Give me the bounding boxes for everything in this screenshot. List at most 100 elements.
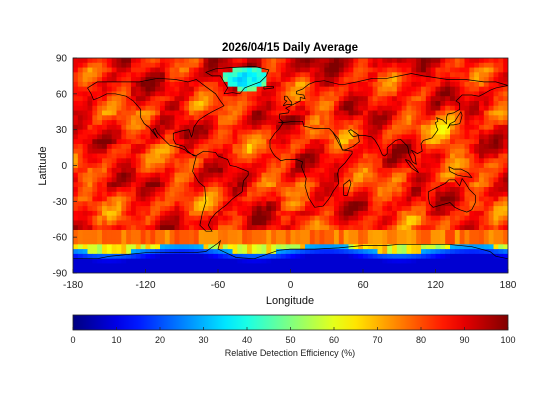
heatmap-cell <box>145 172 151 179</box>
heatmap-cell <box>131 225 137 231</box>
heatmap-cell <box>305 105 311 112</box>
heatmap-cell <box>174 148 180 155</box>
heatmap-cell <box>160 172 166 179</box>
heatmap-cell <box>464 249 470 255</box>
heatmap-cell <box>184 206 190 212</box>
heatmap-cell <box>198 148 205 155</box>
heatmap-cell <box>208 58 214 64</box>
heatmap-cell <box>469 72 475 78</box>
heatmap-cell <box>358 258 364 265</box>
heatmap-cell <box>459 230 466 236</box>
heatmap-cell <box>237 187 243 193</box>
heatmap-cell <box>213 177 219 183</box>
heatmap-cell <box>164 230 171 236</box>
heatmap-cell <box>116 110 122 116</box>
heatmap-cell <box>280 215 287 222</box>
heatmap-cell <box>377 62 383 69</box>
heatmap-cell <box>218 134 224 140</box>
heatmap-cell <box>406 105 412 112</box>
heatmap-cell <box>329 230 335 236</box>
heatmap-cell <box>300 163 306 169</box>
heatmap-cell <box>126 210 132 217</box>
heatmap-cell <box>425 187 432 193</box>
heatmap-cell <box>377 67 383 73</box>
heatmap-cell <box>406 268 412 273</box>
heatmap-cell <box>87 215 93 222</box>
heatmap-cell <box>237 210 243 217</box>
heatmap-cell <box>155 115 161 121</box>
heatmap-cell <box>435 210 441 217</box>
heatmap-cell <box>222 115 229 121</box>
heatmap-cell <box>256 110 263 116</box>
heatmap-cell <box>392 139 398 145</box>
heatmap-cell <box>435 230 441 236</box>
heatmap-cell <box>116 158 122 164</box>
heatmap-cell <box>150 220 156 226</box>
heatmap-cell <box>459 158 466 164</box>
heatmap-cell <box>111 215 118 222</box>
heatmap-cell <box>343 258 350 265</box>
heatmap-cell <box>314 58 321 64</box>
heatmap-cell <box>338 67 345 73</box>
heatmap-cell <box>406 77 412 83</box>
heatmap-cell <box>150 120 156 126</box>
heatmap-cell <box>324 244 330 250</box>
heatmap-cell <box>179 148 185 155</box>
heatmap-cell <box>348 244 354 250</box>
y-tick-label: 60 <box>56 89 68 100</box>
heatmap-cell <box>309 196 316 202</box>
heatmap-cell <box>329 253 335 260</box>
heatmap-cell <box>411 91 417 97</box>
y-axis-label: Latitude <box>37 146 49 185</box>
heatmap-cell <box>464 225 470 231</box>
heatmap-cell <box>464 215 470 222</box>
heatmap-cell <box>111 129 118 136</box>
heatmap-cell <box>353 177 359 183</box>
heatmap-cell <box>285 239 292 245</box>
heatmap-cell <box>184 120 190 126</box>
heatmap-cell <box>353 148 359 155</box>
heatmap-cell <box>155 158 161 164</box>
heatmap-cell <box>97 81 103 88</box>
heatmap-cell <box>222 153 229 159</box>
heatmap-cell <box>343 144 350 150</box>
heatmap-cell <box>242 163 248 169</box>
heatmap-cell <box>348 210 354 217</box>
heatmap-cell <box>126 86 132 93</box>
heatmap-cell <box>271 72 277 78</box>
heatmap-cell <box>82 201 89 207</box>
heatmap-cell <box>285 110 292 116</box>
heatmap-cell <box>483 139 490 145</box>
heatmap-cell <box>300 105 306 112</box>
heatmap-cell <box>411 77 417 83</box>
heatmap-cell <box>140 148 147 155</box>
heatmap-cell <box>184 110 190 116</box>
heatmap-cell <box>358 187 364 193</box>
heatmap-cell <box>411 101 417 107</box>
heatmap-cell <box>464 253 470 260</box>
heatmap-cell <box>396 129 403 136</box>
heatmap-cell <box>425 244 432 250</box>
heatmap-cell <box>193 124 200 131</box>
heatmap-cell <box>218 105 224 112</box>
heatmap-cell <box>73 58 79 64</box>
heatmap-cell <box>309 177 316 183</box>
heatmap-cell <box>131 201 137 207</box>
heatmap-cell <box>295 230 301 236</box>
heatmap-cell <box>87 105 93 112</box>
heatmap-cell <box>305 148 311 155</box>
heatmap-cell <box>314 120 321 126</box>
heatmap-cell <box>363 81 369 88</box>
heatmap-cell <box>493 124 499 131</box>
heatmap-cell <box>271 196 277 202</box>
heatmap-cell <box>358 206 364 212</box>
heatmap-cell <box>363 129 369 136</box>
heatmap-cell <box>454 249 461 255</box>
heatmap-cell <box>440 234 446 241</box>
heatmap-cell <box>92 196 98 202</box>
heatmap-cell <box>483 220 490 226</box>
heatmap-cell <box>440 182 446 188</box>
heatmap-cell <box>290 191 296 198</box>
heatmap-cell <box>77 230 84 236</box>
heatmap-cell <box>237 115 243 121</box>
